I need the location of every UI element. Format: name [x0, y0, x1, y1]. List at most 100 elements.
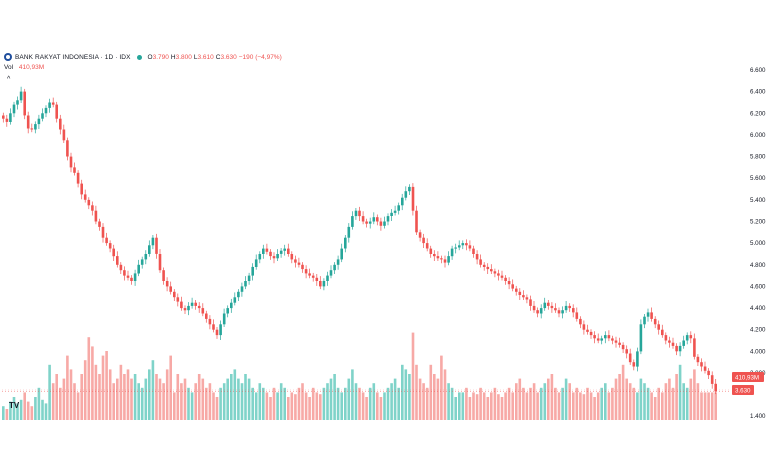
- candle-body: [101, 226, 105, 238]
- candle-body: [48, 102, 51, 108]
- volume-bar: [539, 387, 543, 420]
- symbol-title[interactable]: BANK RAKYAT INDONESIA · 1D · IDX: [15, 53, 131, 61]
- volume-bar: [222, 383, 226, 420]
- volume-bar: [230, 374, 233, 420]
- candle-body: [522, 295, 525, 298]
- candle-body: [155, 237, 158, 254]
- candle-body: [657, 324, 660, 330]
- volume-bar: [215, 397, 219, 420]
- candle-body: [41, 113, 44, 119]
- volume-bar: [639, 378, 643, 420]
- candle-body: [465, 243, 468, 246]
- candle-body: [151, 237, 155, 246]
- volume-bar: [443, 369, 447, 420]
- volume-bar: [87, 337, 91, 420]
- volume-bar: [247, 378, 251, 420]
- volume-bar: [596, 392, 600, 420]
- candle-body: [632, 362, 636, 367]
- candle-body: [661, 329, 664, 336]
- candle-body: [251, 266, 254, 276]
- volume-bar: [269, 397, 272, 420]
- y-tick-label: 6.200: [750, 110, 766, 117]
- volume-bar: [48, 364, 51, 420]
- volume-bar: [550, 374, 554, 420]
- volume-bar: [554, 387, 557, 420]
- volume-bar: [411, 332, 415, 420]
- candle-body: [475, 254, 479, 260]
- volume-bar: [59, 387, 62, 420]
- volume-bar: [586, 387, 589, 420]
- volume-bar: [482, 392, 486, 420]
- volume-bar: [237, 378, 240, 420]
- candle-body: [411, 186, 415, 211]
- candle-body: [575, 312, 579, 319]
- volume-bar: [176, 374, 180, 420]
- symbol-logo-icon: [4, 53, 12, 61]
- candle-body: [272, 256, 276, 259]
- volume-bar: [611, 387, 614, 420]
- volume-bar: [69, 369, 73, 420]
- candle-body: [454, 247, 457, 249]
- volume-bar: [287, 397, 290, 420]
- volume-bar: [41, 399, 44, 420]
- candle-body: [126, 275, 130, 278]
- candle-body: [354, 210, 358, 217]
- volume-bar: [347, 378, 351, 420]
- candle-body: [425, 243, 429, 249]
- volume-bar: [696, 383, 700, 420]
- volume-bar: [525, 392, 529, 420]
- volume-bar: [183, 378, 187, 420]
- candle-body: [2, 115, 5, 119]
- candle-body: [589, 331, 593, 336]
- volume-bar: [130, 378, 133, 420]
- volume-bar: [240, 383, 244, 420]
- candle-body: [222, 313, 226, 325]
- candle-body: [372, 217, 376, 222]
- change-value: −190 (−4,97%): [238, 53, 282, 61]
- volume-bar: [532, 383, 536, 420]
- volume-bar: [636, 392, 639, 420]
- volume-bar: [272, 387, 276, 420]
- tradingview-logo[interactable]: TV: [9, 401, 20, 410]
- volume-bar: [73, 383, 76, 420]
- y-tick-label: 5.200: [750, 219, 766, 226]
- collapse-legend-icon[interactable]: ^: [7, 76, 11, 83]
- volume-bar: [101, 355, 105, 420]
- volume-bar: [336, 387, 340, 420]
- candle-body: [675, 345, 678, 352]
- volume-bar: [376, 392, 379, 420]
- volume-bar: [582, 394, 586, 420]
- candle-body: [450, 248, 454, 257]
- candle-body: [458, 245, 461, 248]
- volume-bar: [311, 387, 315, 420]
- candle-body: [91, 205, 94, 211]
- y-tick-label: 5.400: [750, 197, 766, 204]
- volume-bar: [30, 406, 34, 420]
- candle-body: [190, 302, 194, 306]
- volume-label: Vol: [4, 64, 14, 71]
- candle-body: [582, 324, 586, 330]
- candle-body: [194, 302, 197, 306]
- volume-bar: [368, 387, 372, 420]
- candle-body: [472, 248, 475, 254]
- candle-body: [329, 270, 333, 276]
- candle-body: [347, 226, 351, 238]
- candle-body: [197, 305, 201, 309]
- volume-bar: [294, 394, 297, 420]
- volume-bar: [479, 387, 482, 420]
- candle-body: [340, 248, 343, 260]
- volume-bar: [262, 387, 265, 420]
- candle-body: [290, 254, 294, 260]
- volume-bar: [564, 378, 568, 420]
- candle-body: [515, 288, 518, 292]
- volume-bar: [276, 392, 279, 420]
- candle-body: [301, 264, 304, 270]
- volume-bar: [561, 387, 564, 420]
- volume-bar: [657, 387, 660, 420]
- candle-body: [636, 351, 639, 367]
- volume-bar: [668, 378, 671, 420]
- last-price-label: 3.630: [735, 388, 751, 395]
- volume-bar: [23, 392, 26, 420]
- candle-body: [468, 245, 472, 249]
